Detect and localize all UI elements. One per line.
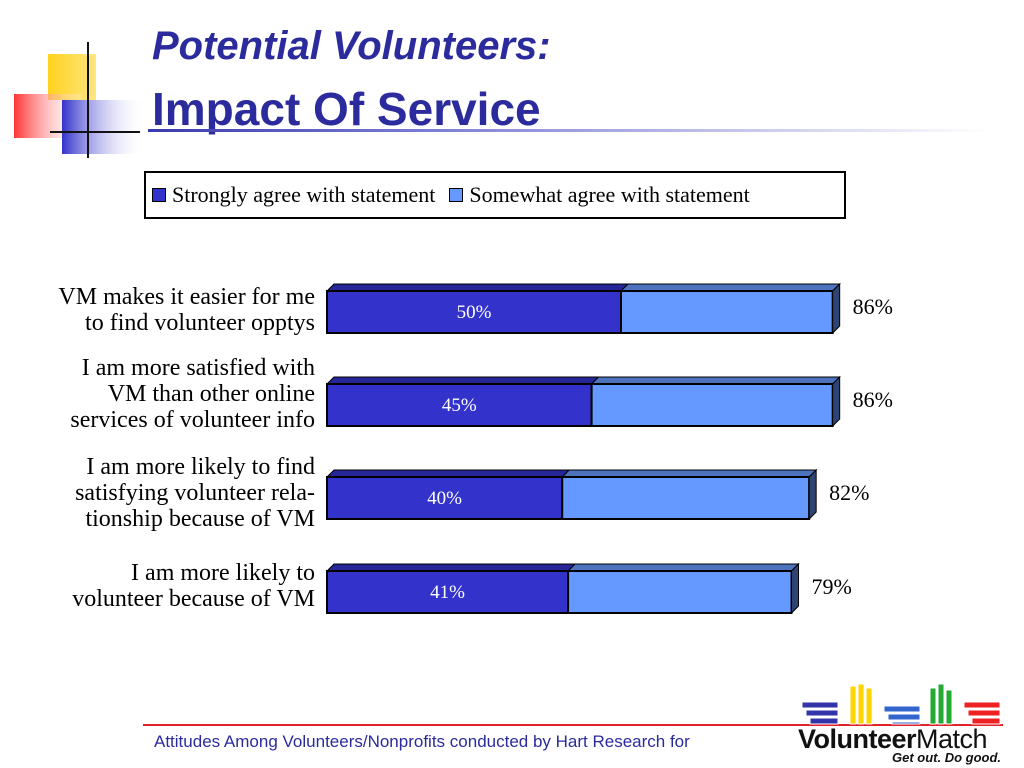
bar-top-face	[566, 563, 800, 572]
bar-segment	[326, 290, 622, 334]
chart-legend: Strongly agree with statement Somewhat a…	[144, 171, 846, 219]
logo-word-bold: Volunteer	[798, 724, 917, 754]
bar-segment	[326, 570, 570, 614]
total-label: 86%	[853, 294, 893, 319]
logo-word-regular: Match	[916, 724, 988, 754]
title-underline	[148, 129, 988, 132]
data-label: 50%	[457, 302, 492, 323]
logo-tagline: Get out. Do good.	[892, 750, 1002, 765]
category-label-2: I am more likely to find satisfying volu…	[75, 454, 315, 532]
category-label-line: volunteer because of VM	[72, 586, 315, 612]
bar-segment	[326, 383, 593, 427]
bar-segment	[620, 290, 834, 334]
bar-side-face	[791, 562, 800, 615]
category-label-line: tionship because of VM	[85, 506, 315, 532]
bar-top-face	[560, 469, 818, 478]
category-label-line: I am more satisfied with	[81, 355, 315, 381]
category-label-1: I am more satisfied with VM than other o…	[70, 355, 315, 433]
category-label-line: services of volunteer info	[70, 407, 315, 433]
bar-top-face	[325, 283, 630, 292]
page-title-line2: Impact Of Service	[152, 83, 541, 135]
bar-side-face	[832, 375, 841, 428]
legend-item-strong: Strongly agree with statement	[152, 182, 435, 208]
legend-swatch-somewhat	[449, 188, 464, 202]
bar-top-face	[619, 283, 841, 292]
bar-top-face	[325, 376, 600, 385]
data-label: 41%	[430, 582, 465, 603]
bar-top-face	[590, 376, 841, 385]
bar-segment	[326, 476, 564, 520]
legend-label-somewhat: Somewhat agree with statement	[469, 182, 750, 207]
bar-top-face	[325, 469, 571, 478]
bar-top-face	[325, 563, 577, 572]
bar-side-face	[808, 468, 817, 521]
bar-side-face	[832, 282, 841, 335]
legend-label-strong: Strongly agree with statement	[172, 182, 436, 207]
total-label: 86%	[853, 387, 893, 412]
data-label: 40%	[427, 488, 462, 509]
footer-divider	[143, 724, 1003, 726]
bar-segment	[567, 570, 793, 614]
bar-segment	[561, 476, 811, 520]
category-label-line: satisfying volunteer rela-	[75, 480, 315, 506]
total-label: 79%	[812, 574, 852, 599]
category-label-line: to find volunteer opptys	[85, 310, 315, 336]
category-label-line: VM than other online	[107, 381, 315, 407]
bar-segment	[590, 383, 834, 427]
category-label-line: I am more likely to	[131, 560, 315, 586]
category-label-3: I am more likely to volunteer because of…	[72, 560, 315, 612]
volunteermatch-logo-hands	[801, 683, 1001, 725]
category-label-line: VM makes it easier for me	[58, 284, 315, 310]
decorative-squares-graphic	[14, 42, 142, 158]
legend-item-somewhat: Somewhat agree with statement	[449, 182, 750, 208]
page-title-line1: Potential Volunteers:	[152, 24, 551, 68]
volunteermatch-logo-text: VolunteerMatch	[798, 724, 988, 755]
category-label-line: I am more likely to find	[86, 454, 315, 480]
data-label: 45%	[442, 395, 477, 416]
total-label: 82%	[829, 480, 869, 505]
footer-source-text: Attitudes Among Volunteers/Nonprofits co…	[154, 732, 690, 751]
category-label-0: VM makes it easier for me to find volunt…	[58, 284, 315, 336]
legend-swatch-strong	[152, 188, 166, 202]
